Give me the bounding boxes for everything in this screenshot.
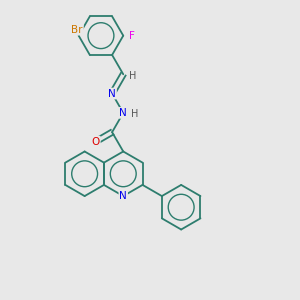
- Text: N: N: [108, 88, 116, 99]
- Text: O: O: [92, 137, 100, 147]
- Text: H: H: [131, 110, 138, 119]
- Text: N: N: [119, 108, 127, 118]
- Text: N: N: [119, 191, 127, 201]
- Text: H: H: [129, 71, 136, 81]
- Text: F: F: [129, 31, 134, 41]
- Text: Br: Br: [71, 25, 83, 35]
